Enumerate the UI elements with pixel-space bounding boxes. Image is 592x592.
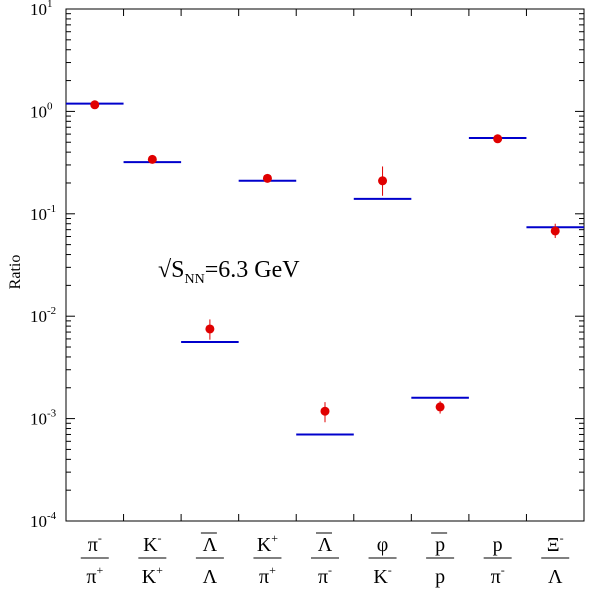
denominator: Λ [548, 566, 563, 588]
x-axis-ticks [123, 9, 527, 521]
numerator: p [435, 534, 445, 556]
data-point [378, 176, 388, 186]
denominator: Λ [203, 566, 218, 588]
y-axis-tick-labels: 10-4 10-3 10-2 10-1 100 101 [30, 0, 57, 531]
data-point [320, 406, 330, 416]
numerator: K- [143, 531, 161, 556]
data-point [493, 134, 503, 144]
category-label: Λπ- [311, 532, 339, 588]
data-points-series [90, 100, 560, 423]
y-tick-label: 10-2 [30, 305, 56, 326]
data-point [435, 402, 445, 412]
numerator: K+ [257, 531, 278, 556]
category-label: π-π+ [80, 531, 109, 588]
y-tick-label: 100 [30, 100, 53, 121]
y-tick-label: 10-4 [30, 510, 57, 531]
data-point [205, 324, 215, 334]
data-point [550, 226, 560, 236]
denominator: π+ [86, 563, 103, 588]
denominator: p [435, 566, 445, 588]
numerator: Λ [203, 534, 218, 556]
numerator: Ξ- [547, 531, 564, 556]
data-point [147, 154, 157, 164]
denominator: K- [373, 563, 391, 588]
data-point [90, 100, 100, 110]
denominator: π+ [259, 563, 276, 588]
category-label: ΛΛ [195, 532, 224, 588]
energy-annotation: √SNN=6.3 GeV [158, 257, 300, 287]
numerator: φ [377, 534, 389, 556]
category-label: K+ π+ [253, 531, 282, 588]
category-label: pp [426, 532, 455, 588]
category-label: Ξ- Λ [541, 531, 570, 588]
y-axis-label: Ratio [7, 255, 24, 290]
model-lines-series [66, 102, 584, 436]
numerator: p [493, 534, 503, 556]
denominator: π- [318, 563, 332, 588]
numerator: π- [88, 531, 102, 556]
data-point [262, 173, 272, 183]
y-tick-label: 10-3 [30, 408, 57, 429]
denominator: K+ [142, 563, 163, 588]
y-axis-ticks [66, 8, 584, 522]
y-tick-label: 10-1 [30, 203, 56, 224]
y-tick-label: 101 [30, 0, 53, 19]
category-label: K- K+ [138, 531, 167, 588]
category-label: p π- [483, 534, 512, 588]
plot-frame [65, 8, 585, 522]
numerator: Λ [318, 534, 333, 556]
denominator: π- [491, 563, 505, 588]
category-label: φ K- [368, 534, 397, 588]
